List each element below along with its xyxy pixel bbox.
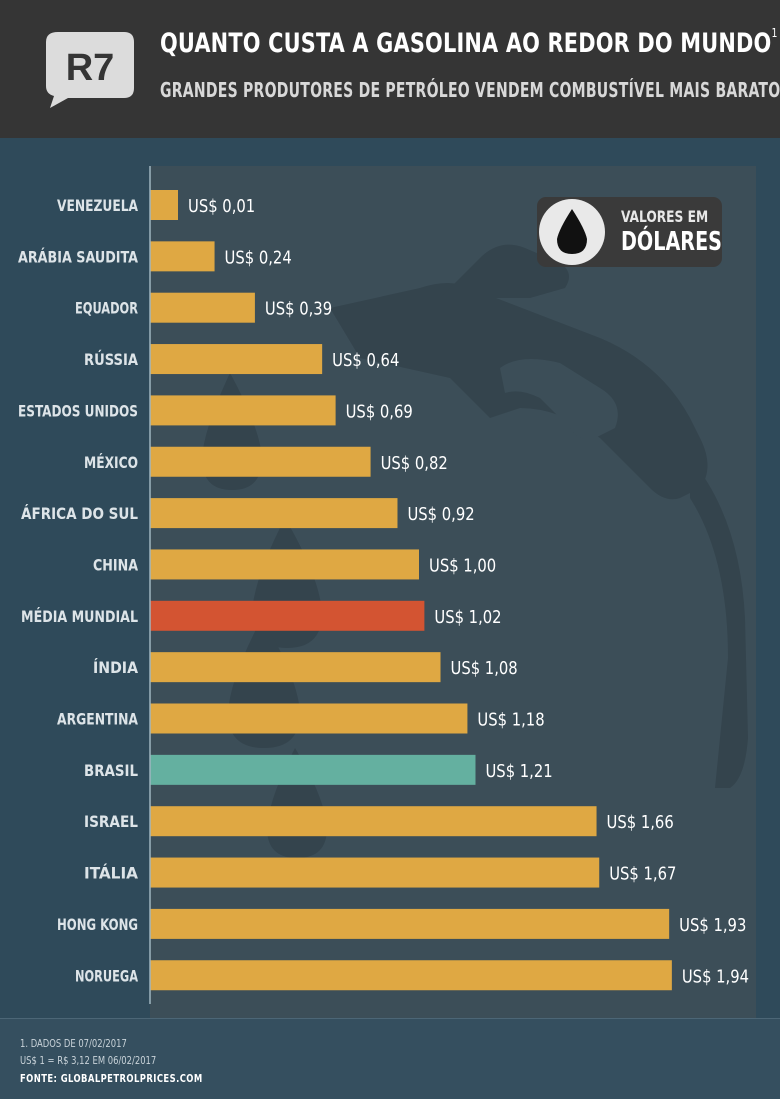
category-label: ÁFRICA DO SUL xyxy=(21,504,138,523)
category-label: ITÁLIA xyxy=(84,864,139,883)
bars-group: VENEZUELA US$ 0,01 ARÁBIA SAUDITA US$ 0,24 E… xyxy=(18,190,749,991)
currency-badge: VALORES EM DÓLARES xyxy=(537,197,722,267)
footnote-exchange-rate: US$ 1 = R$ 3,12 EM 06/02/2017 xyxy=(20,1054,157,1067)
bar xyxy=(150,190,178,220)
title-footnote-marker: 1 xyxy=(771,26,778,40)
category-label: RÚSSIA xyxy=(84,350,139,369)
category-label: ÍNDIA xyxy=(93,658,139,677)
bar xyxy=(150,344,323,375)
category-label: MÉXICO xyxy=(84,453,138,472)
bar xyxy=(150,857,600,888)
value-label: US$ 1,93 xyxy=(679,915,746,936)
value-label: US$ 0,92 xyxy=(407,504,474,525)
oil-drop-icon xyxy=(557,209,587,254)
bar xyxy=(150,549,419,580)
bar xyxy=(150,498,398,529)
bar xyxy=(150,960,672,991)
value-label: US$ 0,39 xyxy=(265,299,332,320)
category-label: ISRAEL xyxy=(84,812,138,831)
category-label: NORUEGA xyxy=(75,966,139,985)
value-label: US$ 1,00 xyxy=(429,555,496,576)
category-label: VENEZUELA xyxy=(57,196,139,215)
bar xyxy=(150,446,371,477)
bar xyxy=(150,652,441,683)
badge-line1: VALORES EM xyxy=(621,207,709,226)
value-label: US$ 0,24 xyxy=(225,247,292,268)
category-label: CHINA xyxy=(93,555,139,574)
bar xyxy=(150,292,255,323)
logo-text: R7 xyxy=(66,47,115,89)
value-label: US$ 0,64 xyxy=(332,350,399,371)
value-label: US$ 1,94 xyxy=(682,966,749,987)
footer: 1. DADOS DE 07/02/2017 US$ 1 = R$ 3,12 E… xyxy=(0,1018,780,1099)
badge-circle xyxy=(539,199,605,265)
value-label: US$ 1,02 xyxy=(434,607,501,628)
value-label: US$ 1,66 xyxy=(607,812,674,833)
value-label: US$ 0,82 xyxy=(381,453,448,474)
bar-chart: VENEZUELA US$ 0,01 ARÁBIA SAUDITA US$ 0,24 E… xyxy=(18,166,756,1018)
category-label: ESTADOS UNIDOS xyxy=(18,401,138,420)
category-label: BRASIL xyxy=(84,761,138,780)
footnote-date: 1. DADOS DE 07/02/2017 xyxy=(20,1037,127,1050)
r7-logo: R7 xyxy=(46,32,134,108)
source-credit: FONTE: GLOBALPETROLPRICES.COM xyxy=(20,1072,203,1085)
category-label: HONG KONG xyxy=(57,915,138,934)
page-subtitle: GRANDES PRODUTORES DE PETRÓLEO VENDEM CO… xyxy=(160,78,780,102)
category-label: ARGENTINA xyxy=(57,710,139,729)
header: R7 QUANTO CUSTA A GASOLINA AO REDOR DO M… xyxy=(0,0,780,138)
value-label: US$ 0,69 xyxy=(346,401,413,422)
bar xyxy=(150,600,425,631)
category-label: EQUADOR xyxy=(75,299,138,318)
bar xyxy=(150,395,336,426)
page-title: QUANTO CUSTA A GASOLINA AO REDOR DO MUND… xyxy=(160,26,778,59)
category-label: ARÁBIA SAUDITA xyxy=(18,247,139,266)
value-label: US$ 1,18 xyxy=(477,710,544,731)
bar xyxy=(150,806,597,837)
value-label: US$ 1,08 xyxy=(451,658,518,679)
bar xyxy=(150,908,670,939)
bar xyxy=(150,703,468,734)
chart-area: VENEZUELA US$ 0,01 ARÁBIA SAUDITA US$ 0,24 E… xyxy=(0,138,780,1018)
bar xyxy=(150,754,476,785)
bar xyxy=(150,241,215,272)
value-label: US$ 1,67 xyxy=(609,864,676,885)
badge-line2: DÓLARES xyxy=(621,227,723,257)
value-label: US$ 0,01 xyxy=(188,196,255,217)
value-label: US$ 1,21 xyxy=(485,761,552,782)
category-label: MÉDIA MUNDIAL xyxy=(21,607,138,626)
